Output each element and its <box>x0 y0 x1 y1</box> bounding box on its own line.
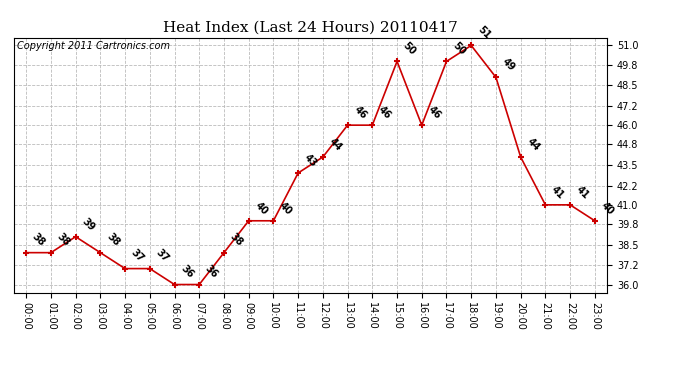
Text: 43: 43 <box>302 152 319 169</box>
Text: 49: 49 <box>500 57 517 73</box>
Text: 38: 38 <box>30 232 47 249</box>
Text: 51: 51 <box>475 25 492 41</box>
Text: 38: 38 <box>104 232 121 249</box>
Text: 41: 41 <box>549 184 566 201</box>
Text: 46: 46 <box>426 104 442 121</box>
Text: Copyright 2011 Cartronics.com: Copyright 2011 Cartronics.com <box>17 41 170 51</box>
Text: 37: 37 <box>129 248 146 264</box>
Text: 44: 44 <box>525 136 542 153</box>
Text: 46: 46 <box>352 104 368 121</box>
Text: 38: 38 <box>228 232 245 249</box>
Text: 40: 40 <box>599 200 615 217</box>
Text: 36: 36 <box>204 264 220 280</box>
Title: Heat Index (Last 24 Hours) 20110417: Heat Index (Last 24 Hours) 20110417 <box>163 21 458 35</box>
Text: 44: 44 <box>327 136 344 153</box>
Text: 46: 46 <box>377 104 393 121</box>
Text: 50: 50 <box>451 40 467 57</box>
Text: 36: 36 <box>179 264 195 280</box>
Text: 50: 50 <box>401 40 418 57</box>
Text: 41: 41 <box>574 184 591 201</box>
Text: 40: 40 <box>277 200 294 217</box>
Text: 40: 40 <box>253 200 270 217</box>
Text: 38: 38 <box>55 232 72 249</box>
Text: 37: 37 <box>154 248 170 264</box>
Text: 39: 39 <box>80 216 97 232</box>
